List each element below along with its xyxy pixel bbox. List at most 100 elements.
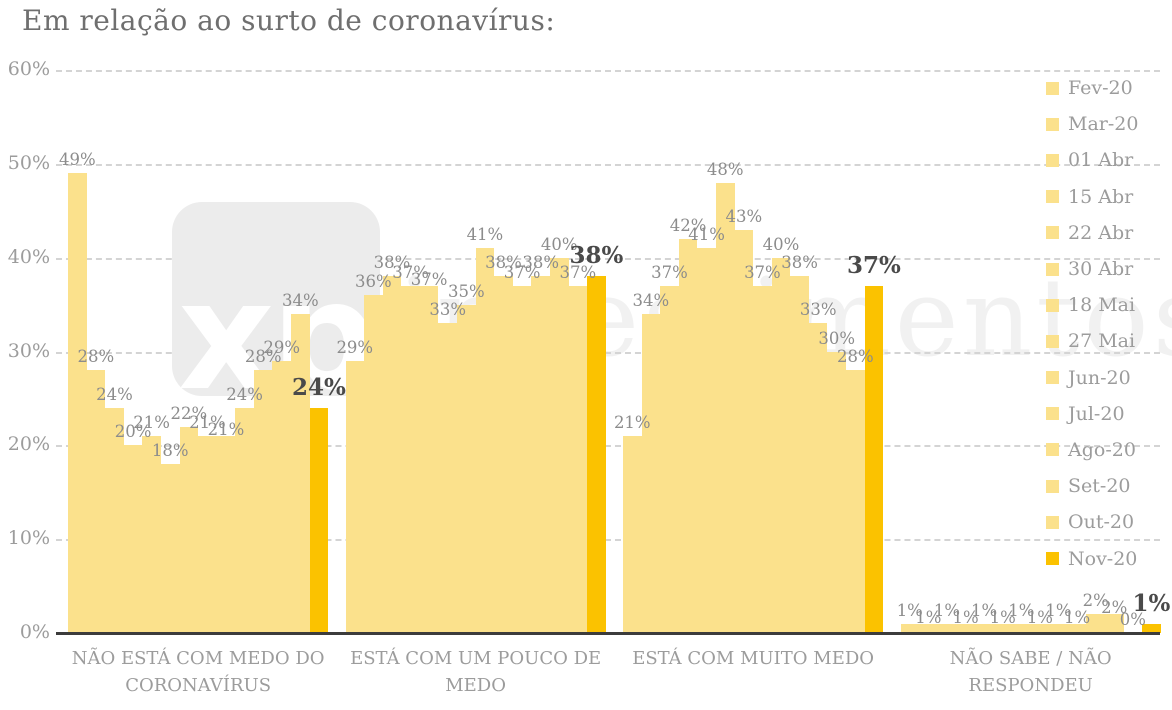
y-tick-label: 60%: [7, 58, 50, 80]
bar-out-20-g3: [846, 370, 865, 633]
bar-value-label: 1%: [952, 607, 979, 627]
bar-value-label: 24%: [96, 384, 133, 404]
legend-item-01-abr: 01 Abr: [1046, 142, 1138, 178]
legend-swatch: [1046, 262, 1059, 276]
bar-value-label: 37%: [410, 269, 448, 289]
bar-30-abr-g4: [993, 623, 1013, 633]
bar-ago-20-g3: [808, 323, 828, 633]
bar-value-label: 40%: [540, 234, 578, 254]
bar-27-mai-g3: [753, 285, 772, 633]
legend-item-out-20: Out-20: [1046, 504, 1138, 540]
bar-18-mai-g1: [179, 426, 199, 633]
bar-value-label: 37%: [392, 262, 429, 282]
legend-item-18-mai: 18 Mai: [1046, 287, 1138, 323]
bar-18-mai-g2: [457, 304, 476, 633]
chart-title: Em relação ao surto de coronavírus:: [22, 4, 556, 37]
bar-value-label: 28%: [837, 347, 874, 367]
bar-value-label: 21%: [613, 412, 651, 432]
y-tick-label: 30%: [7, 339, 50, 362]
legend-swatch: [1046, 117, 1059, 131]
legend-item-jul-20: Jul-20: [1046, 396, 1138, 432]
bar-01-abr-g4: [937, 623, 957, 633]
bar-value-label: 38%: [522, 253, 560, 273]
bar-value-label: 1%: [1026, 607, 1053, 627]
gridline-20pct: [56, 445, 1160, 448]
bar-value-label: 38%: [569, 242, 624, 270]
bar-value-label: 21%: [207, 419, 245, 439]
bar-value-label: 29%: [336, 337, 374, 357]
bar-value-label: 41%: [688, 225, 725, 245]
legend-item-set-20: Set-20: [1046, 468, 1138, 504]
bar-nov-20-g4: [1142, 623, 1161, 633]
bar-fev-20-g3: [623, 435, 642, 633]
legend-item-30-abr: 30 Abr: [1046, 251, 1138, 287]
bar-value-label: 1%: [1132, 589, 1171, 617]
legend-item-27-mai: 27 Mai: [1046, 323, 1138, 359]
legend-item-22-abr: 22 Abr: [1046, 215, 1138, 251]
bar-ago-20-g4: [1086, 614, 1105, 633]
bar-value-label: 2%: [1101, 598, 1128, 618]
bar-jul-20-g1: [235, 407, 254, 633]
bar-22-abr-g3: [697, 248, 716, 633]
bar-value-label: 24%: [292, 373, 346, 401]
bar-value-label: 1%: [1008, 600, 1035, 620]
bar-value-label: 18%: [151, 441, 189, 461]
legend-swatch: [1046, 153, 1059, 167]
gridline-50pct: [56, 163, 1160, 166]
legend-item-mar-20: Mar-20: [1046, 106, 1138, 142]
bar-value-label: 0%: [1119, 610, 1146, 629]
bar-value-label: 34%: [282, 290, 319, 310]
bar-value-label: 42%: [669, 215, 707, 235]
bar-jun-20-g2: [494, 276, 513, 633]
bar-jun-20-g1: [216, 435, 236, 633]
bar-nov-20-g1: [309, 407, 329, 633]
bar-ago-20-g2: [531, 276, 550, 633]
legend-label: 18 Mai: [1068, 294, 1136, 317]
legend-swatch: [1046, 407, 1059, 421]
bar-value-label: 21%: [133, 412, 170, 432]
bar-27-mai-g1: [198, 435, 217, 633]
bar-set-20-g1: [272, 360, 292, 633]
bar-jun-20-g3: [771, 257, 791, 633]
bar-value-label: 37%: [651, 262, 688, 282]
legend-swatch: [1046, 190, 1059, 204]
bar-value-label: 37%: [744, 262, 781, 282]
y-tick-label: 50%: [7, 151, 50, 174]
bar-value-label: 38%: [373, 253, 411, 273]
bar-fev-20-g1: [68, 173, 87, 633]
legend-label: Ago-20: [1068, 438, 1136, 461]
bar-jul-20-g4: [1067, 623, 1087, 633]
category-label-3: ESTÁ COM MUITO MEDO: [632, 648, 875, 669]
gridline-10pct: [56, 539, 1160, 542]
bar-01-abr-g3: [660, 285, 679, 633]
bar-22-abr-g1: [142, 435, 161, 633]
bar-01-abr-g2: [382, 276, 402, 633]
legend-label: 15 Abr: [1068, 185, 1134, 208]
legend-label: Jun-20: [1068, 366, 1131, 389]
legend-swatch: [1046, 298, 1059, 312]
category-label-1: NÃO ESTÁ COM MEDO DO CORONAVÍRUS: [71, 648, 325, 696]
legend-swatch: [1046, 334, 1059, 348]
bar-value-label: 1%: [989, 607, 1016, 627]
legend-label: Out-20: [1068, 511, 1135, 534]
bar-ago-20-g1: [253, 370, 273, 633]
bar-22-abr-g2: [419, 285, 439, 633]
bar-30-abr-g1: [160, 464, 180, 633]
bar-15-abr-g3: [678, 238, 698, 633]
legend-label: 01 Abr: [1068, 149, 1134, 172]
bar-30-abr-g3: [715, 182, 735, 633]
bar-jun-20-g4: [1049, 623, 1068, 633]
bar-value-label: 41%: [466, 225, 504, 245]
legend-swatch: [1046, 443, 1059, 457]
legend-item-jun-20: Jun-20: [1046, 360, 1138, 396]
y-tick-label: 20%: [7, 433, 50, 456]
bar-mar-20-g3: [641, 313, 661, 633]
bar-15-abr-g4: [956, 623, 975, 633]
bar-set-20-g2: [549, 257, 569, 633]
legend-label: Jul-20: [1068, 402, 1125, 425]
bar-27-mai-g2: [475, 248, 495, 633]
gridline-60pct: [56, 70, 1160, 72]
bar-value-label: 21%: [189, 412, 226, 432]
bar-set-20-g3: [827, 351, 847, 633]
plot-area: xp 49% 28% 24% 20% 21% 18% 22% 21% 21% 24% 28% 29% 3…: [56, 70, 1170, 635]
